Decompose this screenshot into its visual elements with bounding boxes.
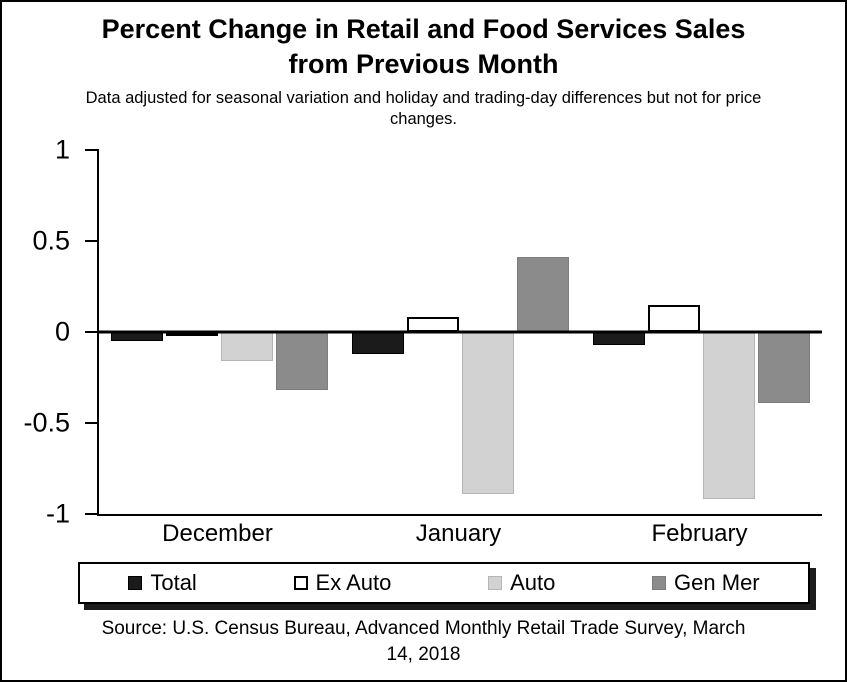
bar-slot (703, 150, 755, 514)
bar-auto (221, 332, 273, 362)
y-tick-label: -0.5 (23, 407, 70, 438)
legend-label: Auto (510, 570, 556, 595)
bar-group (581, 150, 822, 514)
x-axis-label: January (415, 520, 502, 547)
chart-subtitle-text: Data adjusted for seasonal variation and… (85, 89, 762, 129)
bar-gen-mer (758, 332, 810, 403)
x-axis-labels: December January February (97, 520, 820, 552)
y-axis-labels: 1 0.5 0 -0.5 -1 (2, 135, 86, 529)
chart-title: Percent Change in Retail and Food Servic… (2, 12, 845, 82)
y-tick-label: -1 (45, 498, 70, 529)
legend-label: Total (150, 570, 197, 595)
y-tick-label: 1 (54, 134, 70, 165)
legend-item-auto: Auto (488, 570, 555, 596)
bar-gen-mer (517, 257, 569, 332)
bar-slot (221, 150, 273, 514)
bar-total (593, 332, 645, 345)
legend-marker-icon (293, 576, 308, 590)
source-note: Source: U.S. Census Bureau, Advanced Mon… (2, 616, 845, 667)
legend: Total Ex Auto Auto Gen Mer (78, 562, 810, 604)
bar-slot (276, 150, 328, 514)
source-note-text: Source: U.S. Census Bureau, Advanced Mon… (101, 618, 746, 665)
chart-subtitle: Data adjusted for seasonal variation and… (2, 88, 845, 131)
y-tick-label: 0.5 (32, 225, 70, 256)
y-tick-mark (85, 331, 99, 333)
x-axis-label: December (162, 520, 273, 547)
bar-auto (462, 332, 514, 494)
bar-slot (758, 150, 810, 514)
y-tick-mark (85, 240, 99, 242)
bar-group (99, 150, 340, 514)
legend-marker-icon (652, 576, 667, 590)
legend-marker-icon (488, 576, 503, 590)
bar-gen-mer (276, 332, 328, 391)
x-axis-label: February (651, 520, 748, 547)
legend-marker-icon (128, 576, 143, 590)
legend-item-gen-mer: Gen Mer (652, 570, 760, 596)
plot-area (85, 149, 822, 516)
legend-item-ex-auto: Ex Auto (293, 570, 392, 596)
legend-item-total: Total (128, 570, 197, 596)
zero-axis-line (99, 330, 822, 334)
bar-ex-auto (648, 304, 700, 332)
bar-auto (703, 332, 755, 500)
legend-label: Gen Mer (674, 570, 760, 595)
legend-label: Ex Auto (315, 570, 392, 595)
bar-slot (462, 150, 514, 514)
y-tick-mark (85, 149, 99, 151)
y-tick-mark (85, 513, 99, 515)
y-tick-mark (85, 422, 99, 424)
chart-title-text: Percent Change in Retail and Food Servic… (101, 14, 746, 80)
bar-total (352, 332, 404, 354)
y-tick-label: 0 (54, 316, 70, 347)
